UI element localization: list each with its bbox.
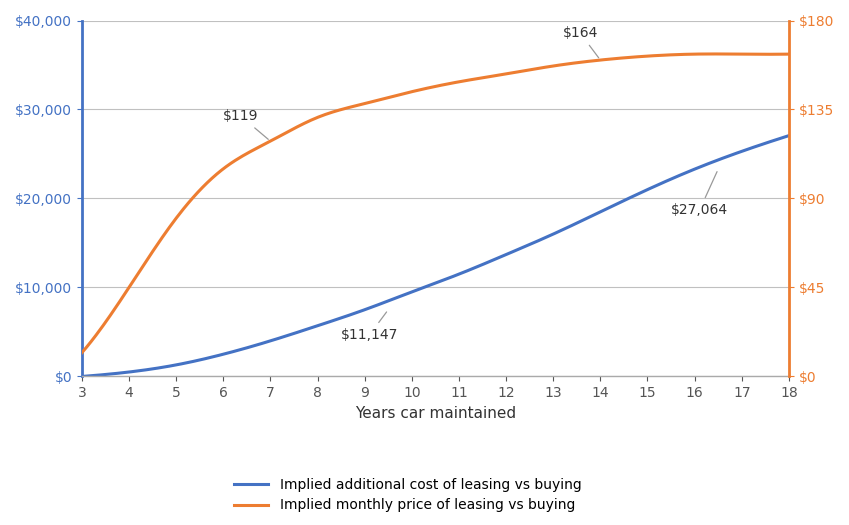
Legend: Implied additional cost of leasing vs buying, Implied monthly price of leasing v: Implied additional cost of leasing vs bu…	[228, 472, 587, 518]
Implied monthly price of leasing vs buying	[711, 51, 721, 57]
Line: Implied monthly price of leasing vs buying: Implied monthly price of leasing vs buyi…	[82, 54, 789, 353]
Implied additional cost of leasing vs buying	[717, 155, 728, 161]
Implied additional cost of leasing vs buying	[76, 373, 87, 380]
Implied additional cost of leasing vs buying	[672, 173, 683, 180]
Implied monthly price of leasing vs buying	[784, 51, 794, 57]
Implied additional cost of leasing vs buying	[495, 254, 505, 260]
Implied monthly price of leasing vs buying	[79, 347, 89, 353]
Text: $164: $164	[563, 26, 599, 58]
Implied monthly price of leasing vs buying	[720, 51, 730, 57]
Implied monthly price of leasing vs buying	[498, 71, 508, 78]
Implied additional cost of leasing vs buying	[509, 248, 520, 254]
Implied additional cost of leasing vs buying	[784, 132, 794, 139]
Implied additional cost of leasing vs buying	[79, 373, 89, 380]
Text: $27,064: $27,064	[671, 172, 728, 217]
X-axis label: Years car maintained: Years car maintained	[355, 406, 516, 421]
Text: $119: $119	[223, 109, 268, 139]
Implied monthly price of leasing vs buying	[672, 51, 683, 58]
Implied monthly price of leasing vs buying	[495, 72, 505, 78]
Implied monthly price of leasing vs buying	[76, 350, 87, 356]
Text: $11,147: $11,147	[341, 312, 398, 342]
Implied additional cost of leasing vs buying	[498, 253, 508, 259]
Line: Implied additional cost of leasing vs buying: Implied additional cost of leasing vs bu…	[82, 135, 789, 376]
Implied monthly price of leasing vs buying	[509, 69, 520, 76]
